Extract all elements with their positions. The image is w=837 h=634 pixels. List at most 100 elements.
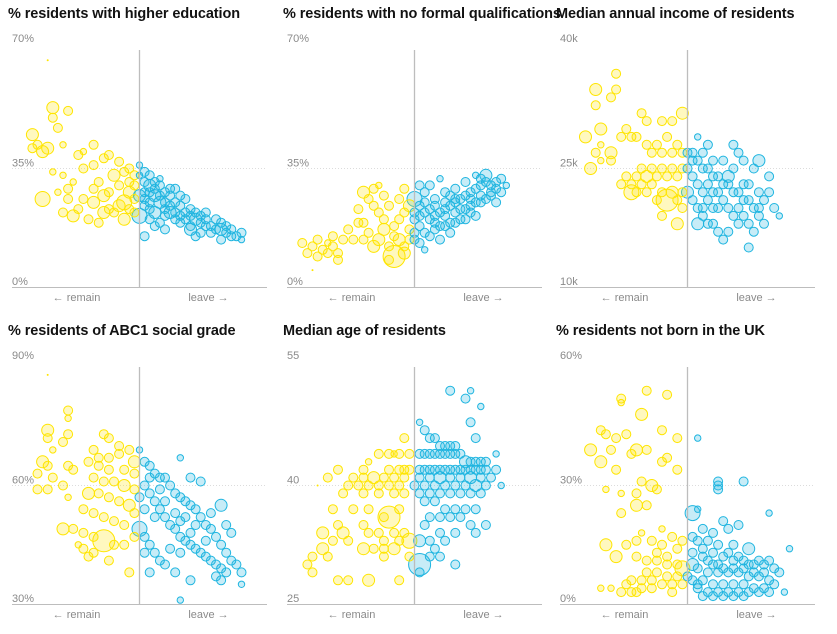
leave-point xyxy=(764,187,775,198)
leave-point xyxy=(429,200,440,211)
leave-point xyxy=(477,402,485,411)
leave-direction-label: leave → xyxy=(188,609,228,621)
leave-point xyxy=(702,218,713,229)
remain-point xyxy=(343,535,354,546)
leave-point xyxy=(160,512,170,523)
leave-point xyxy=(765,509,773,517)
remain-point xyxy=(64,493,72,502)
remain-point xyxy=(390,450,398,458)
remain-point xyxy=(657,116,667,127)
leave-point xyxy=(231,559,242,570)
leave-point xyxy=(200,535,211,546)
leave-point xyxy=(743,195,754,206)
leave-point xyxy=(475,190,486,201)
remain-point xyxy=(122,498,136,512)
remain-point xyxy=(63,460,74,471)
remain-point xyxy=(46,101,60,115)
leave-point xyxy=(491,177,502,187)
leave-point xyxy=(221,547,232,558)
remain-point xyxy=(114,180,125,191)
y-tick-label: 60% xyxy=(12,475,34,487)
leave-point xyxy=(738,563,749,574)
remain-point xyxy=(353,480,364,491)
remain-point xyxy=(646,163,657,174)
leave-point xyxy=(687,547,698,558)
remain-point xyxy=(363,227,374,238)
leave-point xyxy=(195,217,206,228)
remain-point xyxy=(42,433,53,444)
remain-point xyxy=(307,241,318,252)
remain-point xyxy=(384,480,394,491)
remain-point xyxy=(616,179,627,190)
remain-point xyxy=(626,587,637,598)
remain-point xyxy=(88,160,99,171)
remain-point xyxy=(641,116,652,127)
remain-point xyxy=(42,484,53,495)
leave-point xyxy=(748,226,759,237)
chart-title: % residents of ABC1 social grade xyxy=(8,323,236,339)
leave-point xyxy=(440,535,451,546)
leave-point xyxy=(774,567,785,578)
leave-point xyxy=(424,214,435,225)
remain-point xyxy=(662,171,673,182)
remain-point xyxy=(93,460,104,471)
remain-point xyxy=(63,405,74,416)
remain-point xyxy=(348,504,359,515)
remain-point xyxy=(88,139,99,150)
remain-point xyxy=(616,587,627,598)
leave-point xyxy=(775,212,784,220)
leave-point xyxy=(221,520,232,530)
remain-point xyxy=(623,184,640,201)
leave-point xyxy=(455,464,466,475)
leave-point xyxy=(429,496,440,507)
leave-point xyxy=(424,535,435,546)
remain-point xyxy=(59,141,67,149)
leave-point xyxy=(200,221,211,232)
y-tick-label: 0% xyxy=(287,276,303,288)
leave-point xyxy=(713,226,724,237)
remain-point xyxy=(363,527,374,538)
remain-point xyxy=(103,433,114,444)
y-tick-label: 35% xyxy=(287,158,309,170)
leave-point xyxy=(139,531,150,542)
leave-point xyxy=(421,246,429,254)
remain-point xyxy=(602,485,610,494)
remain-point xyxy=(651,484,662,495)
remain-point xyxy=(373,480,384,491)
leave-point xyxy=(160,187,170,198)
leave-point xyxy=(200,520,211,530)
leave-point xyxy=(144,460,155,471)
remain-point xyxy=(631,587,642,598)
remain-point xyxy=(646,535,657,546)
leave-point xyxy=(692,563,703,574)
leave-point xyxy=(496,187,507,198)
leave-point xyxy=(154,555,165,566)
leave-point xyxy=(460,177,471,187)
remain-point xyxy=(129,468,140,479)
leave-point xyxy=(185,204,196,215)
leave-point xyxy=(185,500,196,511)
leave-point xyxy=(445,441,456,451)
chart-panel-median-age: Median age of residents 25 40 55 ← remain le… xyxy=(283,317,558,627)
data-points xyxy=(584,385,794,602)
remain-point xyxy=(641,385,652,396)
remain-point xyxy=(312,234,323,245)
leave-point xyxy=(686,558,700,571)
leave-point xyxy=(718,516,729,527)
leave-point xyxy=(738,155,749,166)
remain-point xyxy=(384,200,394,211)
leave-point xyxy=(149,221,160,232)
leave-point xyxy=(470,183,481,194)
remain-point xyxy=(41,141,55,155)
remain-point xyxy=(32,484,43,495)
remain-point xyxy=(672,433,683,444)
leave-point xyxy=(455,448,466,459)
leave-point xyxy=(149,512,160,523)
remain-point xyxy=(373,488,384,499)
leave-point xyxy=(414,472,425,483)
remain-point xyxy=(114,156,125,167)
leave-point xyxy=(486,472,496,483)
leave-point xyxy=(708,203,718,213)
leave-point xyxy=(470,504,481,515)
leave-point xyxy=(154,190,165,201)
